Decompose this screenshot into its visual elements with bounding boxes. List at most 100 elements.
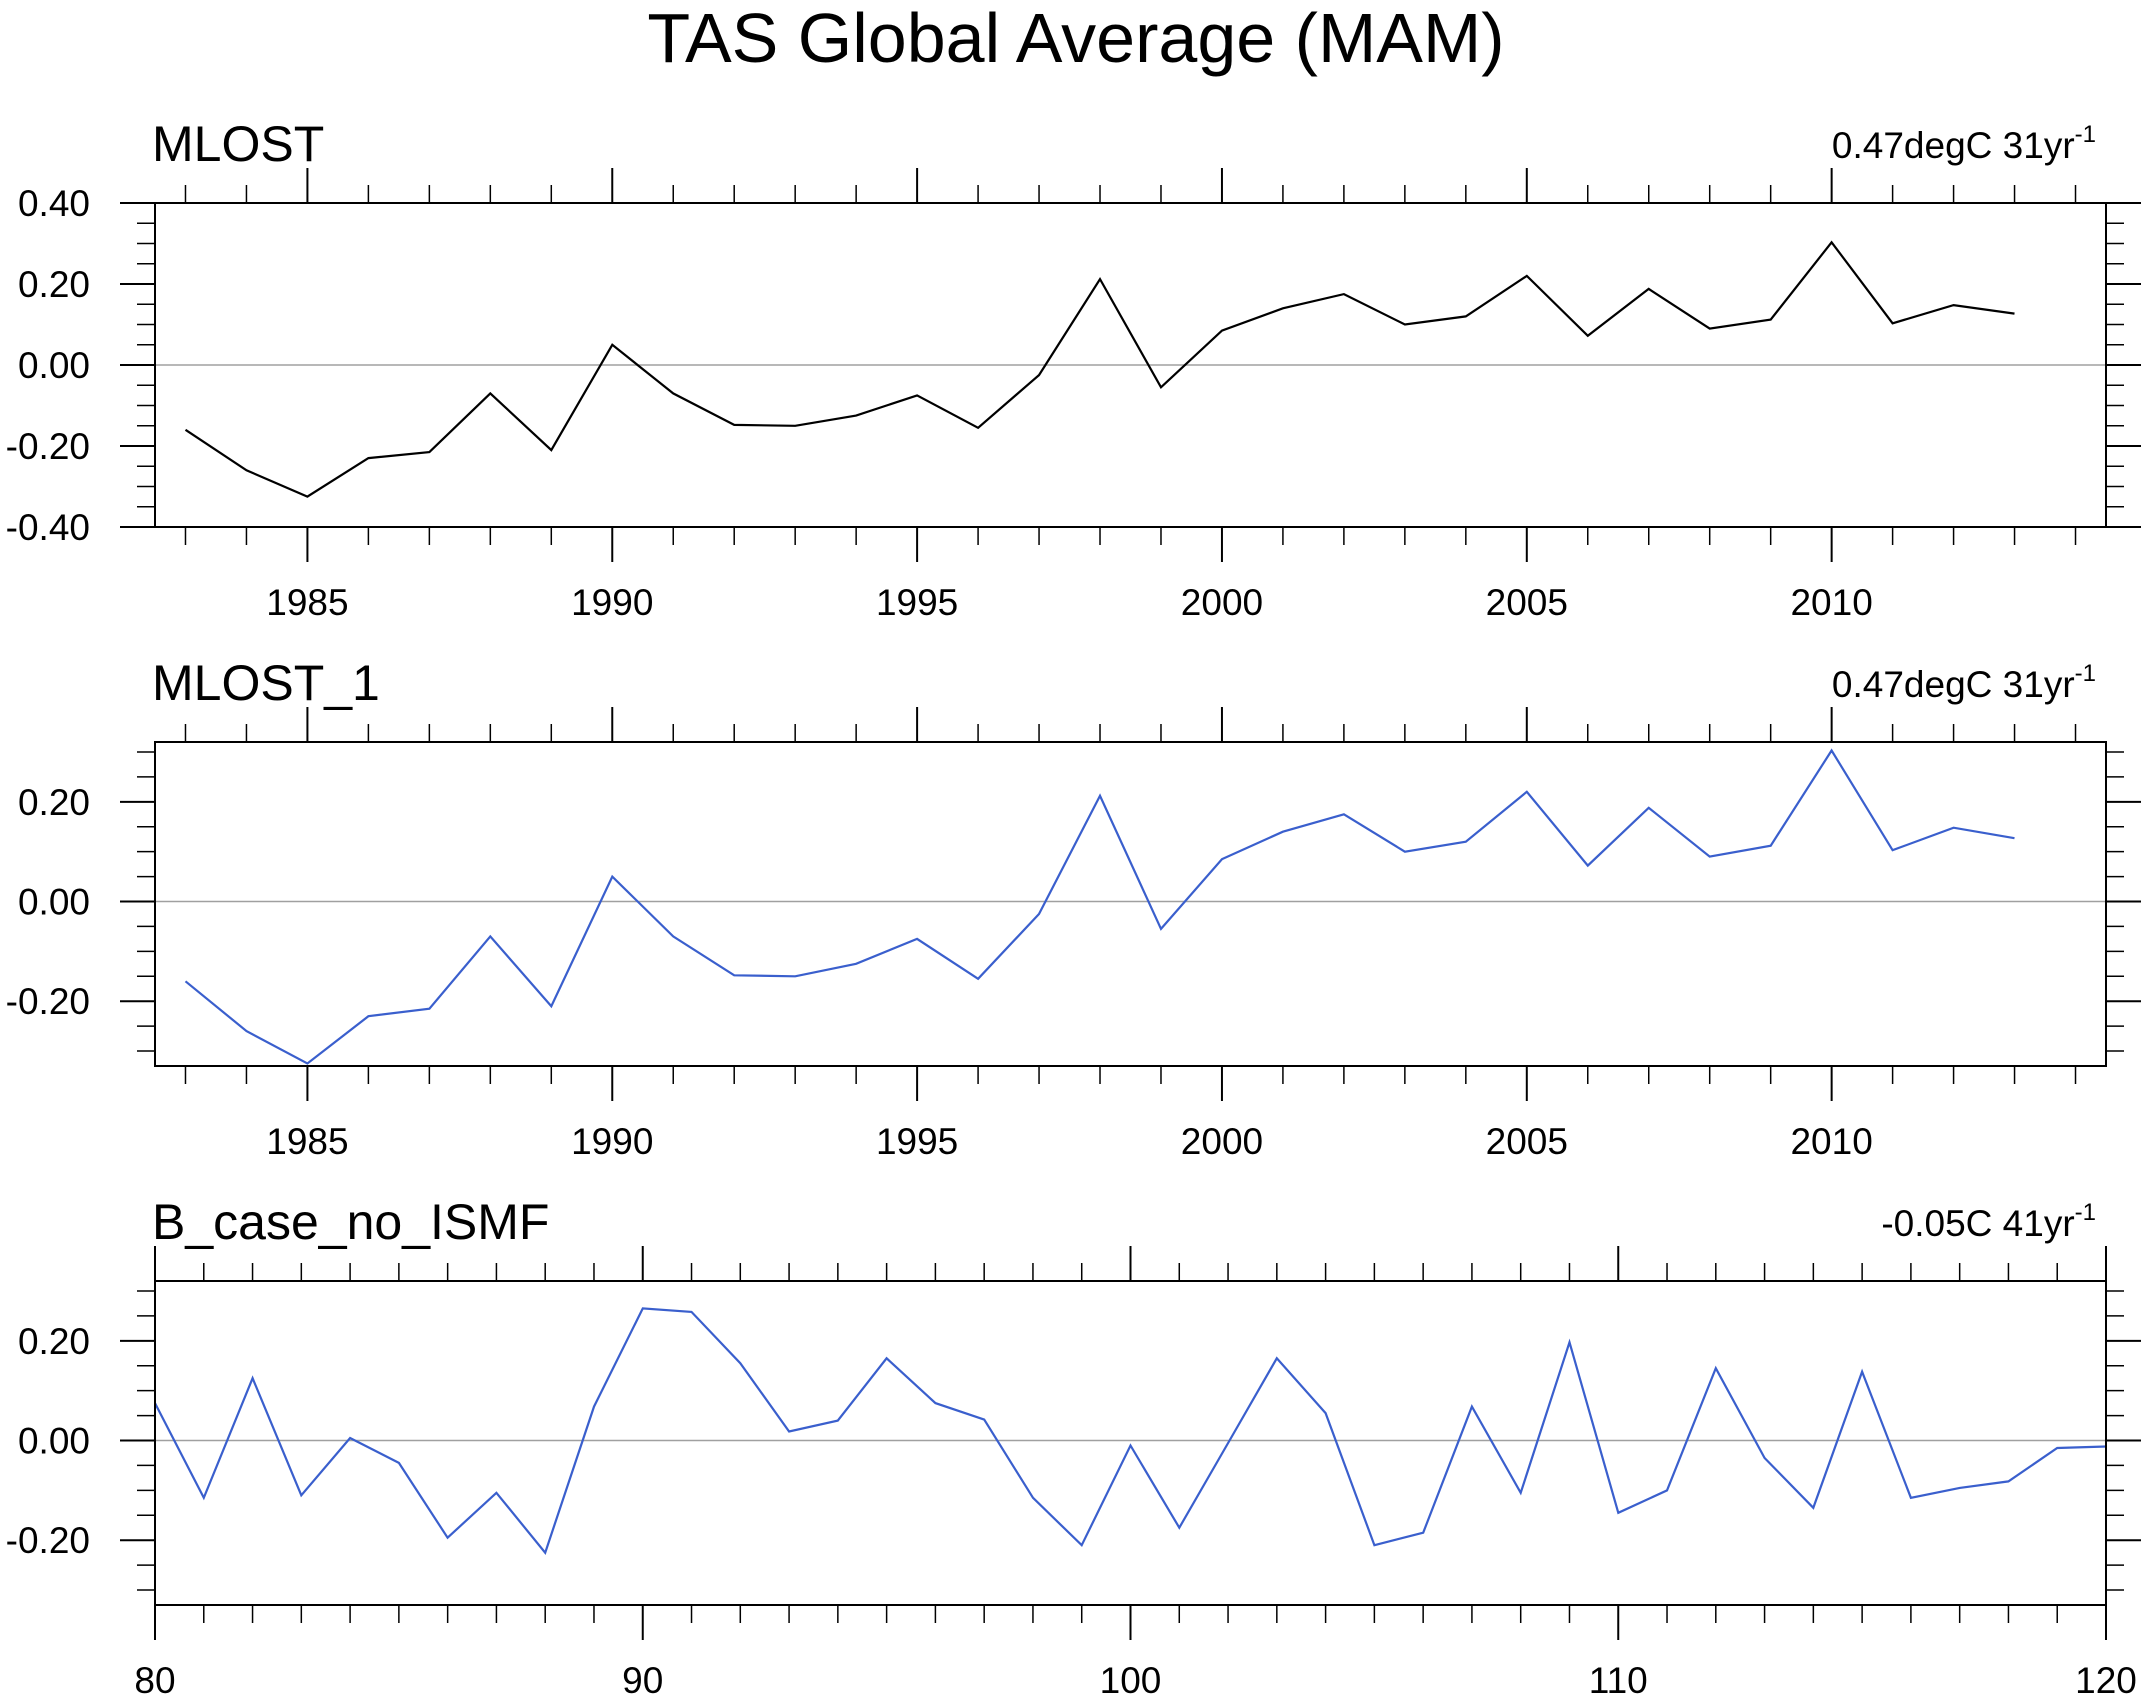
data-point <box>1770 319 1772 321</box>
data-point <box>1038 913 1040 915</box>
data-point <box>1099 278 1101 280</box>
data-point <box>1831 241 1833 243</box>
annotation-superscript: -1 <box>2075 1199 2096 1226</box>
data-point <box>733 424 735 426</box>
data-point <box>593 1406 595 1408</box>
data-point <box>1959 1487 1961 1489</box>
data-point <box>886 1357 888 1359</box>
data-point <box>672 392 674 394</box>
x-tick-label: 1985 <box>266 582 348 623</box>
x-tick-label: 2000 <box>1181 582 1263 623</box>
data-point <box>934 1402 936 1404</box>
data-point <box>349 1437 351 1439</box>
data-point <box>245 469 247 471</box>
data-point <box>1861 1371 1863 1373</box>
data-point <box>788 1431 790 1433</box>
data-point <box>367 1015 369 1017</box>
panel-annotation: 0.47degC 31yr-1 <box>1832 660 2096 705</box>
annotation-text: 0.47degC 31yr <box>1832 125 2075 166</box>
data-point <box>916 394 918 396</box>
panel-title: MLOST <box>152 116 324 172</box>
data-series-line <box>154 1307 2107 1555</box>
y-tick-label: 0.20 <box>18 782 90 823</box>
data-point <box>1831 749 1833 751</box>
data-point <box>1282 307 1284 309</box>
data-point <box>1764 1457 1766 1459</box>
data-point <box>1892 849 1894 851</box>
data-point <box>977 978 979 980</box>
data-point <box>794 425 796 427</box>
data-point <box>1892 322 1894 324</box>
data-point <box>794 975 796 977</box>
data-point <box>184 980 186 982</box>
data-point <box>306 496 308 498</box>
x-tick-label: 120 <box>2075 1660 2137 1701</box>
data-series-line <box>184 748 2015 1065</box>
chart-panel-1: MLOST 0.47degC 31yr-1 1985 1990 1995 2000 2005… <box>6 116 2141 623</box>
data-point <box>550 1005 552 1007</box>
data-point <box>203 1497 205 1499</box>
data-point <box>1526 791 1528 793</box>
x-tick-label: 80 <box>134 1660 175 1701</box>
x-tick-label: 2005 <box>1486 582 1568 623</box>
data-point <box>1160 386 1162 388</box>
chart-panel-3: B_case_no_ISMF -0.05C 41yr-1 80 90 100 110 120… <box>6 1194 2141 1701</box>
x-tick-label: 1990 <box>571 582 653 623</box>
data-point <box>855 963 857 965</box>
data-point <box>1568 1341 1570 1343</box>
annotation-text: 0.47degC 31yr <box>1832 664 2075 705</box>
x-tick-label: 2010 <box>1790 582 1872 623</box>
y-tick-label: 0.20 <box>18 264 90 305</box>
data-point <box>977 427 979 429</box>
data-point <box>1227 1442 1229 1444</box>
data-point <box>428 451 430 453</box>
x-tick-label: 1995 <box>876 1121 958 1162</box>
data-point <box>1221 858 1223 860</box>
data-point <box>2056 1447 2058 1449</box>
data-point <box>837 1420 839 1422</box>
data-point <box>1953 304 1955 306</box>
data-point <box>300 1494 302 1496</box>
data-point <box>1648 807 1650 809</box>
data-point <box>367 457 369 459</box>
x-tick-label: 110 <box>1589 1660 1648 1701</box>
x-tick-label: 2010 <box>1790 1121 1872 1162</box>
y-tick-label: -0.20 <box>6 426 90 467</box>
data-point <box>1953 827 1955 829</box>
data-point <box>550 449 552 451</box>
data-point <box>489 935 491 937</box>
data-point <box>1587 865 1589 867</box>
y-tick-label: -0.40 <box>6 507 90 548</box>
x-tick-label: 1985 <box>266 1121 348 1162</box>
data-point <box>1709 328 1711 330</box>
data-point <box>1465 315 1467 317</box>
data-point <box>245 1030 247 1032</box>
data-point <box>642 1307 644 1309</box>
annotation-superscript: -1 <box>2075 660 2096 687</box>
data-point <box>1276 1357 1278 1359</box>
data-point <box>1465 841 1467 843</box>
data-point <box>1770 845 1772 847</box>
y-tick-label: 0.00 <box>18 345 90 386</box>
data-point <box>983 1419 985 1421</box>
data-point <box>1032 1497 1034 1499</box>
y-tick-label: -0.20 <box>6 981 90 1022</box>
data-point <box>447 1537 449 1539</box>
data-series-line <box>184 240 2015 498</box>
data-point <box>398 1462 400 1464</box>
data-point <box>184 429 186 431</box>
x-tick-label: 100 <box>1100 1660 1162 1701</box>
data-point <box>1471 1406 1473 1408</box>
panel-annotation: -0.05C 41yr-1 <box>1881 1199 2096 1244</box>
y-tick-label: 0.00 <box>18 1421 90 1462</box>
data-point <box>1812 1507 1814 1509</box>
x-tick-label: 90 <box>622 1660 663 1701</box>
x-tick-label: 2000 <box>1181 1121 1263 1162</box>
x-tick-label: 2005 <box>1486 1121 1568 1162</box>
data-point <box>691 1311 693 1313</box>
data-point <box>1526 275 1528 277</box>
data-point <box>1648 288 1650 290</box>
data-point <box>611 876 613 878</box>
data-point <box>1404 324 1406 326</box>
data-point <box>1666 1489 1668 1491</box>
